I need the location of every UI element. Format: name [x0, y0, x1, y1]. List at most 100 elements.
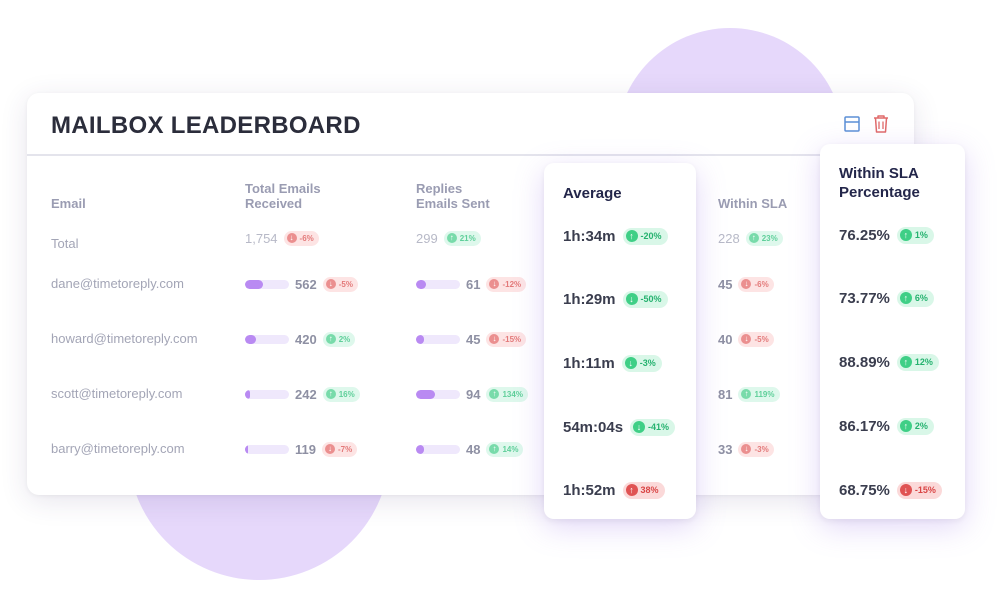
change-value: -6%: [754, 279, 769, 289]
column-header-label: Email: [51, 196, 86, 211]
table-cell-within-sla: 33 ↓ -3%: [718, 440, 774, 458]
arrow-up-icon: ↑: [899, 356, 912, 368]
change-badge: ↑ 38%: [622, 481, 665, 499]
within-sla-value: 33: [718, 441, 733, 457]
average-value: 1h:52m: [563, 481, 616, 499]
sla-percentage-value: 88.89%: [839, 353, 890, 371]
change-value: -5%: [754, 334, 769, 344]
column-header-average[interactable]: Average: [563, 185, 622, 202]
trash-icon[interactable]: [870, 113, 892, 135]
change-badge: ↓ -3%: [738, 441, 774, 457]
average-value: 1h:34m: [563, 227, 616, 245]
progress-bar-fill: [416, 389, 436, 399]
progress-bar: [245, 444, 289, 454]
table-cell-received: 562 ↓ -5%: [245, 275, 358, 293]
progress-bar-fill: [245, 334, 257, 344]
change-badge: ↑ 134%: [486, 386, 528, 402]
change-value: -5%: [338, 279, 353, 289]
layout-icon[interactable]: [841, 113, 863, 135]
table-cell-email[interactable]: barry@timetoreply.com: [51, 441, 185, 456]
arrow-down-icon: ↓: [741, 279, 752, 289]
replies-value: 299: [416, 230, 438, 246]
change-value: -15%: [914, 485, 936, 495]
table-cell-replies: 61 ↓ -12%: [416, 275, 527, 293]
average-highlight-card: Average 1h:34m ↑ -20% 1h:29m ↓ -50% 1h:11m…: [544, 163, 696, 519]
change-value: -3%: [639, 358, 656, 368]
arrow-down-icon: ↓: [325, 279, 336, 289]
table-cell-email[interactable]: howard@timetoreply.com: [51, 331, 198, 346]
change-badge: ↓ -15%: [486, 331, 527, 347]
column-header-line: Total Emails: [245, 181, 321, 196]
column-header-email[interactable]: Email: [51, 196, 86, 211]
change-value: 21%: [459, 233, 476, 243]
change-badge: ↑ 16%: [322, 386, 360, 402]
change-badge: ↑ -20%: [622, 227, 668, 245]
change-badge: ↓ -15%: [896, 481, 942, 499]
column-header-line: Percentage: [839, 184, 920, 201]
table-cell-average: 1h:11m ↓ -3%: [563, 353, 662, 373]
arrow-up-icon: ↑: [899, 292, 912, 304]
table-cell-email[interactable]: dane@timetoreply.com: [51, 276, 184, 291]
table-cell-sla-percentage: 88.89% ↑ 12%: [839, 352, 939, 372]
change-value: -3%: [754, 444, 769, 454]
table-cell-within-sla: 81 ↑ 119%: [718, 385, 780, 403]
progress-bar: [416, 444, 460, 454]
column-header-line: Within SLA: [839, 165, 919, 182]
change-badge: ↓ -6%: [283, 230, 319, 246]
change-value: 2%: [914, 421, 928, 431]
table-cell-average: 54m:04s ↓ -41%: [563, 417, 676, 437]
change-badge: ↓ -3%: [621, 354, 662, 372]
arrow-up-icon: ↑: [446, 233, 457, 243]
progress-bar-fill: [416, 334, 424, 344]
column-header-received[interactable]: Total Emails Received: [245, 181, 321, 211]
arrow-down-icon: ↓: [625, 293, 638, 305]
table-cell-within-sla: 228 ↑ 23%: [718, 229, 783, 247]
change-badge: ↓ -12%: [486, 276, 527, 292]
column-header-replies[interactable]: Replies Emails Sent: [416, 181, 490, 211]
average-value: 1h:11m: [563, 354, 615, 372]
table-cell-sla-percentage: 76.25% ↑ 1%: [839, 225, 934, 245]
within-sla-value: 40: [718, 331, 733, 347]
change-value: 23%: [761, 233, 778, 243]
arrow-down-icon: ↓: [286, 233, 297, 243]
change-value: -15%: [502, 334, 522, 344]
arrow-up-icon: ↑: [325, 334, 336, 344]
table-cell-sla-percentage: 68.75% ↓ -15%: [839, 480, 942, 500]
table-cell-replies: 299 ↑ 21%: [416, 229, 481, 247]
change-value: -20%: [640, 231, 662, 241]
within-sla-value: 81: [718, 386, 733, 402]
change-badge: ↓ -41%: [630, 418, 676, 436]
column-header-within-sla[interactable]: Within SLA: [718, 196, 787, 211]
table-cell-received: 420 ↑ 2%: [245, 330, 356, 348]
within-sla-value: 228: [718, 230, 740, 246]
progress-bar: [416, 279, 460, 289]
leaderboard-card: MAILBOX LEADERBOARD Email Total Emails R…: [27, 93, 914, 495]
table-cell-within-sla: 40 ↓ -5%: [718, 330, 774, 348]
change-value: 12%: [914, 357, 933, 367]
arrow-up-icon: ↑: [625, 484, 638, 496]
table-cell-email[interactable]: scott@timetoreply.com: [51, 386, 183, 401]
change-badge: ↑ 21%: [443, 230, 481, 246]
within-sla-value: 45: [718, 276, 733, 292]
change-badge: ↑ 14%: [486, 441, 524, 457]
arrow-down-icon: ↓: [633, 421, 646, 433]
sla-percentage-value: 73.77%: [839, 289, 890, 307]
change-badge: ↓ -5%: [322, 276, 358, 292]
arrow-down-icon: ↓: [489, 279, 500, 289]
progress-bar-fill: [416, 279, 426, 289]
change-value: 16%: [338, 389, 355, 399]
column-header-sla-percentage[interactable]: Within SLA Percentage: [839, 164, 920, 202]
table-cell-sla-percentage: 86.17% ↑ 2%: [839, 416, 934, 436]
change-badge: ↓ -50%: [622, 290, 668, 308]
change-value: -41%: [648, 422, 670, 432]
received-value: 562: [295, 276, 317, 292]
change-value: -12%: [502, 279, 522, 289]
arrow-up-icon: ↑: [741, 389, 752, 399]
table-cell-sla-percentage: 73.77% ↑ 6%: [839, 288, 934, 308]
column-header-label: Within SLA: [718, 196, 788, 211]
progress-bar: [245, 334, 289, 344]
progress-bar-fill: [416, 444, 424, 454]
average-value: 1h:29m: [563, 290, 616, 308]
average-value: 54m:04s: [563, 418, 624, 436]
change-value: 38%: [640, 485, 659, 495]
